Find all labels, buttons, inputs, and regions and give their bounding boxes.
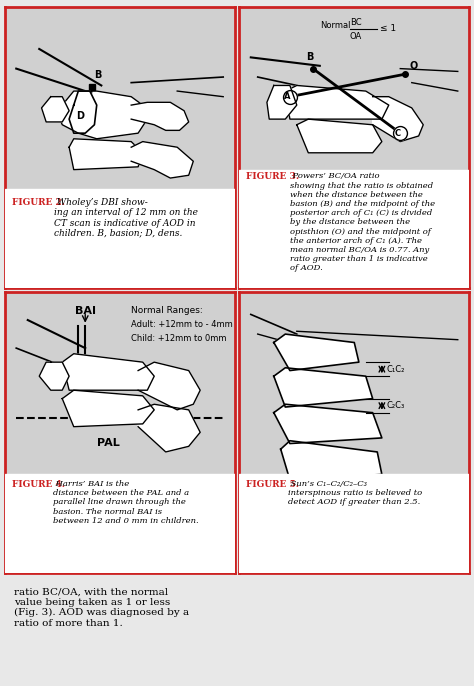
Polygon shape: [138, 362, 200, 410]
Text: ratio BC/OA, with the normal
value being taken as 1 or less
(Fig. 3). AOD was di: ratio BC/OA, with the normal value being…: [14, 587, 189, 628]
Polygon shape: [62, 390, 154, 427]
Polygon shape: [131, 102, 189, 130]
Text: BAI: BAI: [75, 306, 96, 316]
Polygon shape: [69, 139, 143, 169]
Text: BC: BC: [350, 18, 361, 27]
Bar: [5, 475, 235, 573]
Text: Sun’s C₁–C₂/C₂–C₃
interspinous ratio is believed to
detect AOD if greater than 2: Sun’s C₁–C₂/C₂–C₃ interspinous ratio is …: [288, 480, 422, 506]
Text: Child: +12mm to 0mm: Child: +12mm to 0mm: [131, 334, 227, 343]
Polygon shape: [42, 97, 69, 122]
Polygon shape: [274, 368, 373, 407]
Text: C₁C₂: C₁C₂: [386, 365, 405, 374]
Text: B: B: [306, 52, 313, 62]
Bar: [173, 52, 187, 69]
Text: ≤ 1: ≤ 1: [380, 24, 396, 33]
Text: FIGURE 2.: FIGURE 2.: [12, 198, 64, 206]
Polygon shape: [39, 362, 69, 390]
Polygon shape: [267, 86, 297, 119]
Polygon shape: [281, 440, 382, 480]
Polygon shape: [69, 91, 97, 133]
Polygon shape: [62, 354, 154, 390]
Text: FIGURE 3.: FIGURE 3.: [246, 172, 299, 182]
Polygon shape: [274, 404, 382, 444]
Polygon shape: [58, 91, 147, 139]
Polygon shape: [131, 141, 193, 178]
Text: PAL: PAL: [97, 438, 119, 448]
Text: FIGURE 4.: FIGURE 4.: [12, 480, 64, 489]
Text: Normal: Normal: [320, 21, 350, 30]
Text: D: D: [76, 111, 84, 121]
Polygon shape: [285, 86, 389, 119]
Text: OA: OA: [350, 32, 362, 41]
Bar: [239, 475, 469, 573]
Polygon shape: [373, 97, 423, 141]
Text: Harris’ BAI is the
distance between the PAL and a
parallel line drawn through th: Harris’ BAI is the distance between the …: [53, 480, 199, 525]
Text: Adult: +12mm to - 4mm: Adult: +12mm to - 4mm: [131, 320, 233, 329]
Bar: [5, 189, 235, 287]
Text: O: O: [410, 60, 418, 71]
Text: C₂C₃: C₂C₃: [386, 401, 405, 410]
Text: Normal Ranges:: Normal Ranges:: [131, 306, 203, 315]
Polygon shape: [138, 404, 200, 452]
Text: Powers’ BC/OA ratio
showing that the ratio is obtained
when the distance between: Powers’ BC/OA ratio showing that the rat…: [290, 172, 435, 272]
Bar: [239, 169, 469, 287]
Text: FIGURE 5.: FIGURE 5.: [246, 480, 299, 489]
Text: A: A: [284, 92, 291, 101]
Polygon shape: [274, 334, 359, 370]
Polygon shape: [297, 119, 382, 153]
Text: B: B: [94, 71, 102, 80]
Text: Wholey’s DBI show-
ing an interval of 12 mm on the
CT scan is indicative of AOD : Wholey’s DBI show- ing an interval of 12…: [54, 198, 198, 238]
Text: C: C: [395, 129, 401, 138]
